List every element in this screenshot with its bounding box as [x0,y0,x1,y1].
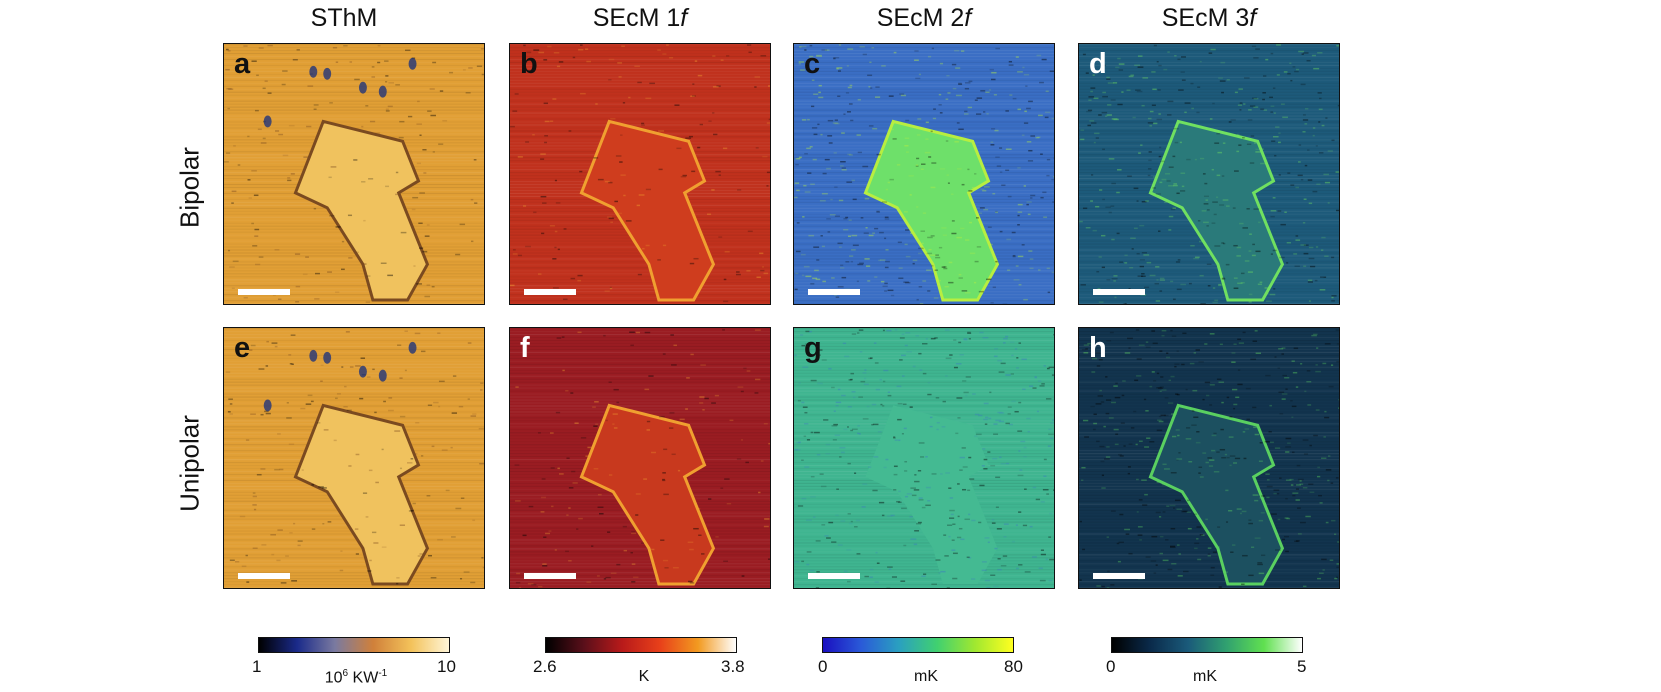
panel-c-secm-2f-bipolar: c [793,43,1055,305]
scale-bar [808,573,860,579]
panel-b-secm-1f-bipolar: b [509,43,771,305]
column-title-sthm: SThM [310,4,378,32]
scale-bar [1093,573,1145,579]
colorbar-secm-2f [822,637,1014,653]
colorbar-sthm-min: 1 [252,657,262,676]
column-title-secm-2f: SEcM 2f [876,4,972,32]
panel-letter: d [1089,48,1107,80]
panel-letter: f [520,332,530,364]
scale-bar [238,289,290,295]
colorbar-secm-1f-max: 3.8 [721,657,745,676]
row-label-bipolar: Bipolar [174,147,205,228]
row-label-unipolar: Unipolar [174,415,205,512]
panel-image [794,44,1054,304]
scale-bar [238,573,290,579]
colorbar-secm-1f-min: 2.6 [533,657,557,676]
panel-h-secm-3f-unipolar: h [1078,327,1340,589]
scale-bar [808,289,860,295]
panel-image [510,328,770,588]
colorbar-secm-2f-min: 0 [818,657,828,676]
panel-g-secm-2f-unipolar: g [793,327,1055,589]
colorbar-secm-3f [1111,637,1303,653]
column-title-secm-1f: SEcM 1f [592,4,688,32]
panel-image [224,328,484,588]
panel-d-secm-3f-bipolar: d [1078,43,1340,305]
panel-letter: b [520,48,538,80]
colorbar-sthm [258,637,450,653]
panel-image [1079,328,1339,588]
colorbar-secm-3f-max: 5 [1297,657,1307,676]
colorbar-secm-3f-min: 0 [1106,657,1116,676]
panel-e-sthm-unipolar: e [223,327,485,589]
scale-bar [524,573,576,579]
colorbar-secm-1f [545,637,737,653]
colorbar-secm-1f-unit: K [638,668,650,685]
panel-a-sthm-bipolar: a [223,43,485,305]
panel-letter: g [804,332,822,364]
panel-image [510,44,770,304]
column-title-secm-3f: SEcM 3f [1161,4,1257,32]
colorbar-secm-2f-max: 80 [1004,657,1023,676]
colorbar-secm-3f-unit: mK [1193,668,1217,685]
panel-f-secm-1f-unipolar: f [509,327,771,589]
scale-bar [524,289,576,295]
panel-letter: h [1089,332,1107,364]
panel-image [224,44,484,304]
colorbar-sthm-unit: 106 KW-1 [324,668,388,687]
panel-image [794,328,1054,588]
colorbar-sthm-max: 10 [437,657,456,676]
panel-image [1079,44,1339,304]
panel-letter: c [804,48,821,80]
panel-letter: e [234,332,251,364]
panel-letter: a [234,48,251,80]
scale-bar [1093,289,1145,295]
colorbar-secm-2f-unit: mK [914,668,938,685]
